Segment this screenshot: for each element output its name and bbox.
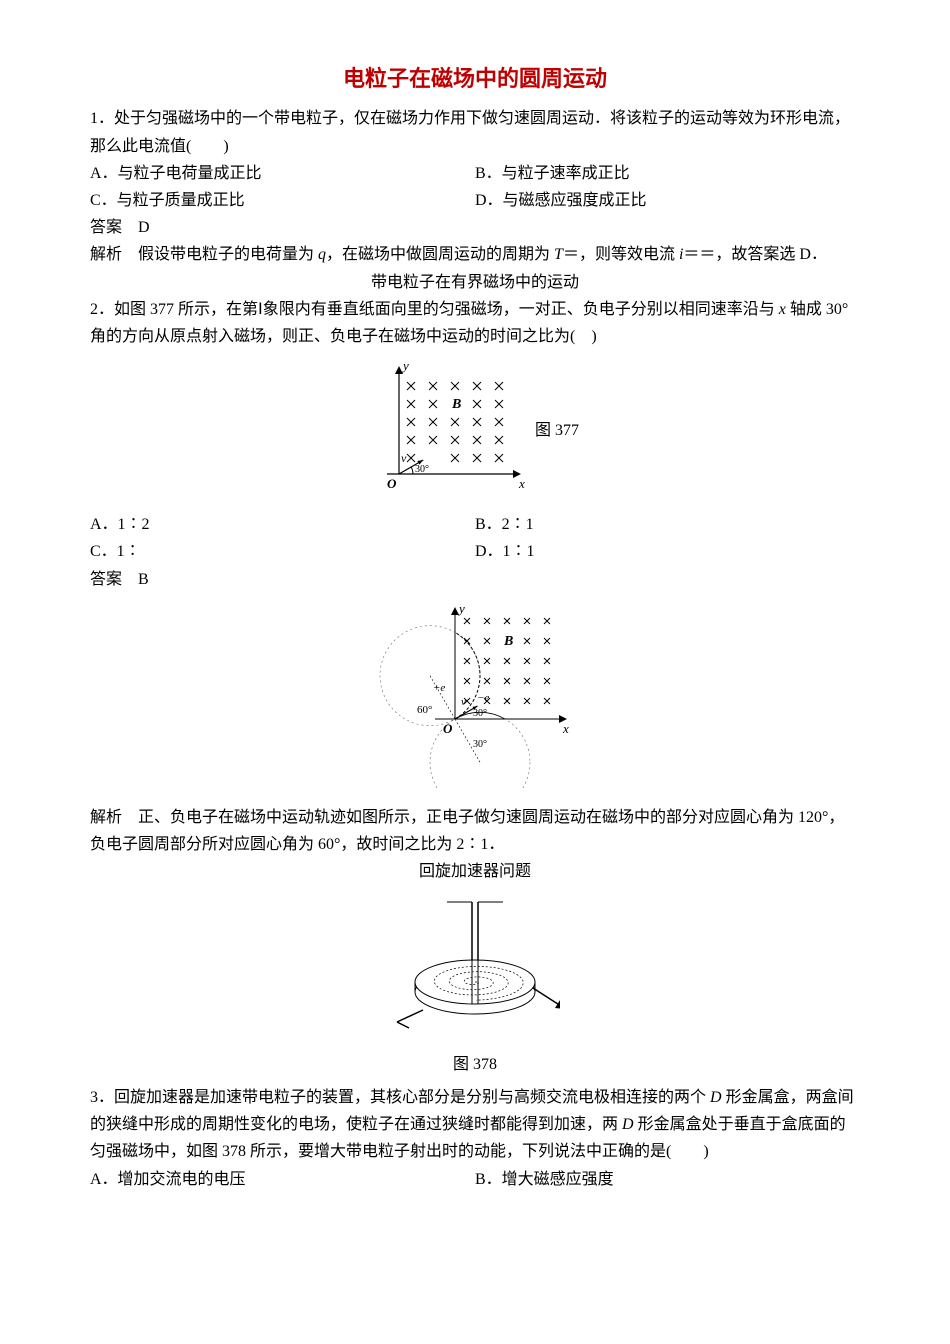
q1-options-row2: C．与粒子质量成正比 D．与磁感应强度成正比 bbox=[90, 187, 860, 214]
svg-text:x: x bbox=[562, 721, 569, 736]
page-title: 电粒子在磁场中的圆周运动 bbox=[90, 60, 860, 97]
q1-options-row1: A．与粒子电荷量成正比 B．与粒子速率成正比 bbox=[90, 160, 860, 187]
q1-exp-t3: ＝，则等效电流 bbox=[563, 246, 679, 263]
figure-trajectory: Bv 60° 30° 30° +e −e y x O bbox=[90, 599, 860, 798]
q1-answer: 答案 D bbox=[90, 214, 860, 241]
q1-exp-t1: 解析 假设带电粒子的电荷量为 bbox=[90, 246, 318, 263]
svg-text:v: v bbox=[401, 451, 407, 465]
svg-text:y: y bbox=[457, 601, 465, 616]
q3-stem-D1: D bbox=[710, 1089, 722, 1106]
svg-text:−e: −e bbox=[477, 692, 489, 704]
q3-stem-t1: 3．回旋加速器是加速带电粒子的装置，其核心部分是分别与高频交流电极相连接的两个 bbox=[90, 1089, 710, 1106]
q2-optA: A．1∶2 bbox=[90, 511, 475, 538]
svg-text:y: y bbox=[401, 358, 409, 373]
q1-explanation: 解析 假设带电粒子的电荷量为 q，在磁场中做圆周运动的周期为 T＝，则等效电流 … bbox=[90, 241, 860, 268]
q1-exp-t4: ＝＝，故答案选 D． bbox=[683, 246, 827, 263]
q2-stem-x: x bbox=[779, 301, 786, 318]
svg-text:B: B bbox=[451, 397, 461, 412]
q1-stem: 1．处于匀强磁场中的一个带电粒子，仅在磁场力作用下做匀速圆周运动．将该粒子的运动… bbox=[90, 105, 860, 159]
subtitle-1: 带电粒子在有界磁场中的运动 bbox=[90, 269, 860, 296]
svg-text:x: x bbox=[518, 476, 525, 491]
q1-optA: A．与粒子电荷量成正比 bbox=[90, 160, 475, 187]
q2-optB: B．2∶1 bbox=[475, 511, 860, 538]
q1-optB: B．与粒子速率成正比 bbox=[475, 160, 860, 187]
svg-text:O: O bbox=[443, 721, 453, 736]
q2-stem-t1: 2．如图 377 所示，在第Ⅰ象限内有垂直纸面向里的匀强磁场，一对正、负电子分别… bbox=[90, 301, 779, 318]
svg-text:O: O bbox=[387, 476, 397, 491]
q2-optC: C．1∶ bbox=[90, 538, 475, 565]
svg-text:30°: 30° bbox=[415, 464, 429, 475]
figure-377-row: B 30° v y x O 图 377 bbox=[90, 350, 860, 511]
svg-text:v: v bbox=[461, 696, 466, 708]
q2-optD: D．1∶1 bbox=[475, 538, 860, 565]
q2-options-row1: A．1∶2 B．2∶1 bbox=[90, 511, 860, 538]
q2-answer: 答案 B bbox=[90, 566, 860, 593]
svg-text:60°: 60° bbox=[417, 704, 432, 716]
q2-options-row2: C．1∶ D．1∶1 bbox=[90, 538, 860, 565]
svg-text:30°: 30° bbox=[473, 739, 487, 750]
q2-stem: 2．如图 377 所示，在第Ⅰ象限内有垂直纸面向里的匀强磁场，一对正、负电子分别… bbox=[90, 296, 860, 350]
q3-options-row1: A．增加交流电的电压 B．增大磁感应强度 bbox=[90, 1166, 860, 1193]
q1-optC: C．与粒子质量成正比 bbox=[90, 187, 475, 214]
figure-378: 图 378 bbox=[90, 892, 860, 1078]
figure-378-label: 图 378 bbox=[90, 1051, 860, 1078]
figure-377-label: 图 377 bbox=[535, 417, 579, 444]
svg-text:+e: +e bbox=[433, 682, 445, 694]
q2-explanation: 解析 正、负电子在磁场中运动轨迹如图所示，正电子做匀速圆周运动在磁场中的部分对应… bbox=[90, 804, 860, 858]
svg-text:B: B bbox=[503, 634, 513, 649]
q3-optA: A．增加交流电的电压 bbox=[90, 1166, 475, 1193]
q3-stem: 3．回旋加速器是加速带电粒子的装置，其核心部分是分别与高频交流电极相连接的两个 … bbox=[90, 1084, 860, 1166]
q1-exp-t2: ，在磁场中做圆周运动的周期为 bbox=[326, 246, 554, 263]
q1-exp-q: q bbox=[318, 246, 326, 263]
svg-text:30°: 30° bbox=[473, 708, 487, 719]
q3-optB: B．增大磁感应强度 bbox=[475, 1166, 860, 1193]
figure-377: B 30° v y x O bbox=[371, 356, 531, 505]
subtitle-2: 回旋加速器问题 bbox=[90, 858, 860, 885]
q3-stem-D2: D bbox=[622, 1116, 634, 1133]
q1-exp-T: T bbox=[554, 246, 563, 263]
q1-optD: D．与磁感应强度成正比 bbox=[475, 187, 860, 214]
